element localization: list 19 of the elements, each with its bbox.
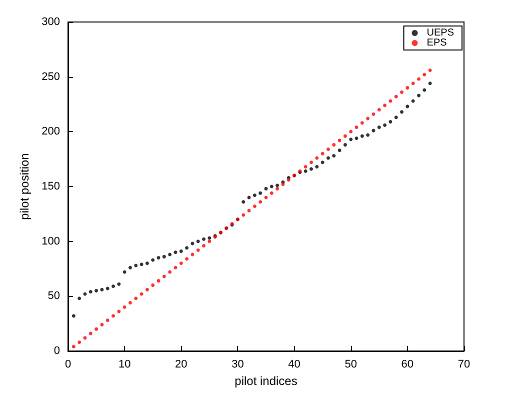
y-tick-label: 150 xyxy=(42,180,60,192)
y-tick-label: 0 xyxy=(54,345,60,357)
y-axis-title: pilot position xyxy=(18,153,32,220)
x-tick-label: 60 xyxy=(401,358,414,370)
x-tick-label: 10 xyxy=(118,358,131,370)
x-tick-label: 70 xyxy=(458,358,470,370)
x-tick-label: 0 xyxy=(64,358,72,370)
legend-label: UEPS xyxy=(426,28,454,38)
x-tick-label: 40 xyxy=(288,358,300,370)
x-tick-label: 50 xyxy=(344,358,357,370)
legend-label: EPS xyxy=(426,38,448,48)
x-tick-label: 30 xyxy=(232,358,244,370)
y-tick-label: 200 xyxy=(42,126,60,138)
y-tick-label: 50 xyxy=(48,290,60,302)
y-tick-label: 300 xyxy=(42,16,60,28)
x-tick-label: 20 xyxy=(175,358,188,370)
y-tick-label: 100 xyxy=(42,235,60,248)
x-axis-title: pilot indices xyxy=(234,374,298,388)
y-tick-label: 250 xyxy=(42,70,60,83)
